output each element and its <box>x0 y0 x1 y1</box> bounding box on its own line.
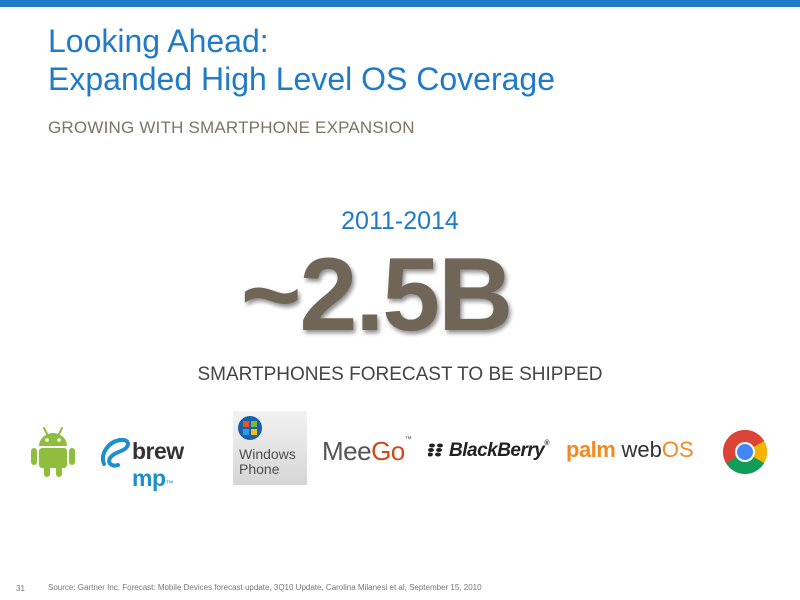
forecast-caption: SMARTPHONES FORECAST TO BE SHIPPED <box>197 364 603 385</box>
brew-mp-wordmark: brew mp™ <box>132 438 218 492</box>
meego-prefix: Mee <box>322 436 372 466</box>
meego-trademark: ™ <box>404 436 412 443</box>
page-title: Looking Ahead: Expanded High Level OS Co… <box>48 22 555 98</box>
title-line-1: Looking Ahead: <box>48 23 269 59</box>
forecast-value: ~2.5B <box>240 237 513 353</box>
source-citation: Source: Gartner Inc. Forecast: Mobile De… <box>48 583 482 592</box>
web-text: web <box>621 437 662 462</box>
meego-suffix: Go <box>371 436 405 466</box>
windows-flag-icon <box>238 416 262 440</box>
mp-text: mp <box>132 465 166 491</box>
forecast-period: 2011-2014 <box>341 207 459 235</box>
brew-swirl-icon <box>101 437 130 468</box>
chrome-icon <box>723 430 767 474</box>
top-accent-bar <box>0 0 800 7</box>
page-subtitle: GROWING WITH SMARTPHONE EXPANSION <box>48 118 415 137</box>
title-line-2: Expanded High Level OS Coverage <box>48 61 555 97</box>
windows-phone-line-1: Windows <box>239 446 296 462</box>
brew-text: brew <box>132 438 184 464</box>
windows-phone-logo: Windows Phone <box>233 411 307 485</box>
blackberry-dots-icon <box>427 443 443 457</box>
windows-phone-text: Windows Phone <box>239 447 296 477</box>
windows-phone-line-2: Phone <box>239 461 280 477</box>
meego-logo: MeeGo™ <box>322 436 412 467</box>
blackberry-logo: BlackBerry® <box>427 440 550 462</box>
palm-webos-logo: palm webOS <box>566 437 694 463</box>
android-icon <box>31 427 75 477</box>
os-text: OS <box>661 437 694 462</box>
blackberry-text: BlackBerry <box>449 440 545 461</box>
page-number: 31 <box>16 584 25 593</box>
brew-mp-logo: brew mp™ <box>98 434 218 491</box>
blackberry-registered: ® <box>544 440 550 447</box>
palm-text: palm <box>566 437 616 462</box>
brew-trademark: ™ <box>165 479 174 488</box>
